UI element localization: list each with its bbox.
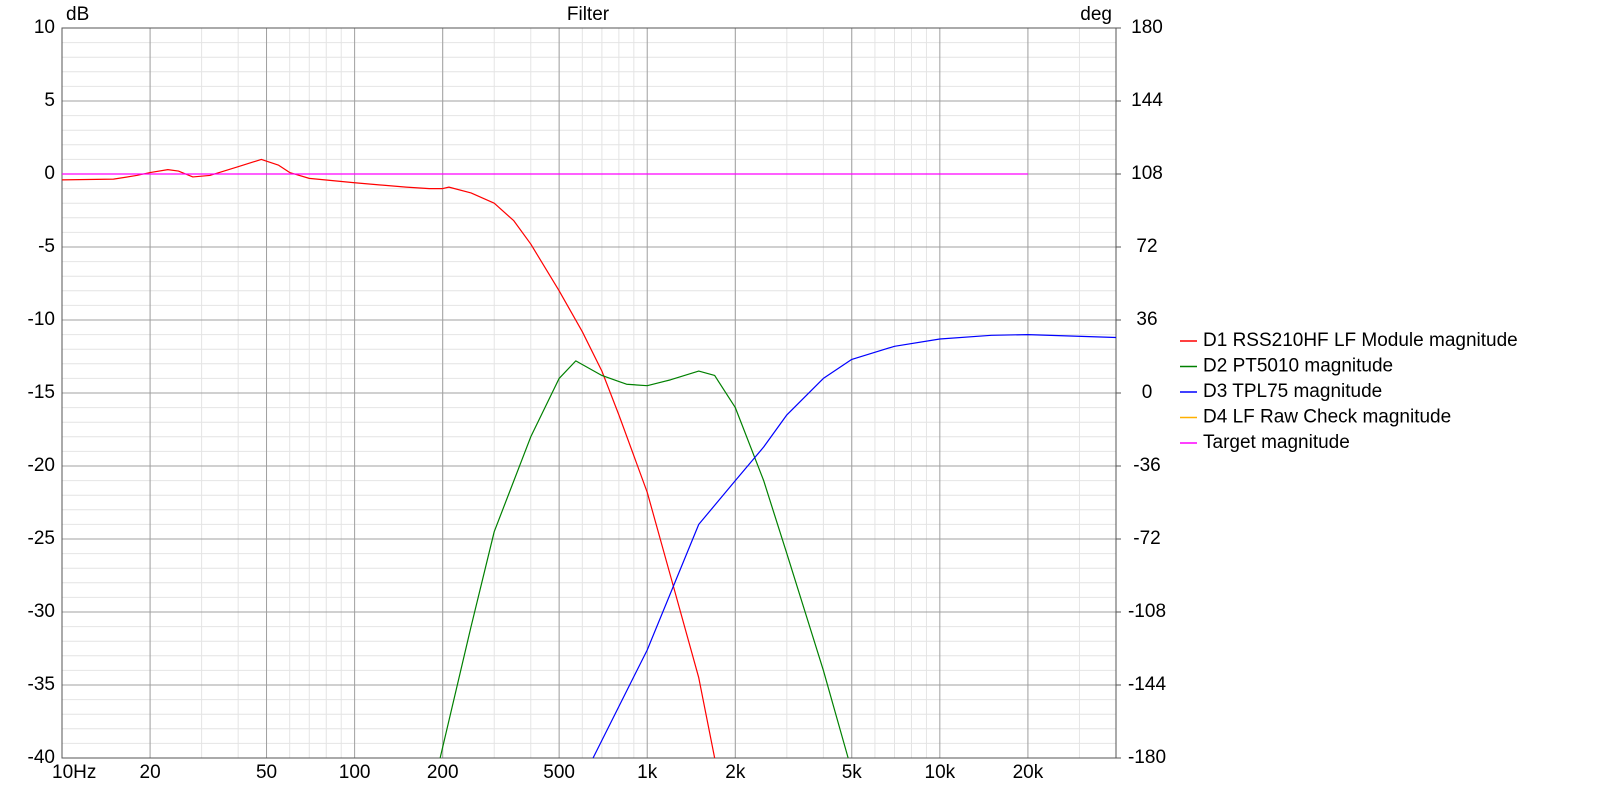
y-tick-label: -10 bbox=[28, 309, 55, 330]
y2-tick-label: -72 bbox=[1133, 528, 1160, 549]
y2-tick-label: 72 bbox=[1136, 236, 1157, 257]
x-tick-label: 20k bbox=[1013, 762, 1044, 783]
y2-tick-label: -144 bbox=[1128, 674, 1166, 695]
y2-tick-label: 0 bbox=[1142, 382, 1153, 403]
x-tick-label: 20 bbox=[140, 762, 161, 783]
y-tick-label: -5 bbox=[38, 236, 55, 257]
y-tick-label: -20 bbox=[28, 455, 55, 476]
y2-tick-label: -36 bbox=[1133, 455, 1160, 476]
y2-tick-label: 108 bbox=[1131, 163, 1163, 184]
series-line bbox=[61, 158, 716, 759]
y-tick-label: -40 bbox=[28, 747, 55, 768]
x-tick-label: 1k bbox=[637, 762, 658, 783]
plot-border bbox=[61, 27, 1117, 759]
y-tick-label: -30 bbox=[28, 601, 55, 622]
y-tick-label: -25 bbox=[28, 528, 55, 549]
y2-axis-label: deg bbox=[1080, 4, 1112, 25]
legend-label: D4 LF Raw Check magnitude bbox=[1203, 407, 1451, 428]
y2-tick-label: 180 bbox=[1131, 17, 1163, 38]
x-tick-label: 50 bbox=[256, 762, 277, 783]
y2-tick-label: 36 bbox=[1136, 309, 1157, 330]
x-tick-label: 10k bbox=[925, 762, 956, 783]
y-tick-label: 5 bbox=[44, 90, 55, 111]
y2-tick-label: -108 bbox=[1128, 601, 1166, 622]
series-line bbox=[439, 360, 849, 759]
y-tick-label: 10 bbox=[34, 17, 55, 38]
x-tick-label: 500 bbox=[543, 762, 575, 783]
y-axis-label: dB bbox=[66, 4, 89, 25]
y-tick-label: -35 bbox=[28, 674, 55, 695]
x-tick-label: 200 bbox=[427, 762, 459, 783]
y2-tick-label: 144 bbox=[1131, 90, 1163, 111]
legend-label: D1 RSS210HF LF Module magnitude bbox=[1203, 330, 1518, 351]
legend-label: D3 TPL75 magnitude bbox=[1203, 381, 1382, 402]
y2-tick-label: -180 bbox=[1128, 747, 1166, 768]
x-tick-label: 100 bbox=[339, 762, 371, 783]
legend-label: D2 PT5010 magnitude bbox=[1203, 356, 1393, 377]
chart-title: Filter bbox=[567, 4, 610, 25]
y-tick-label: 0 bbox=[44, 163, 55, 184]
x-tick-label: 10Hz bbox=[52, 762, 96, 783]
x-tick-label: 5k bbox=[842, 762, 863, 783]
legend-label: Target magnitude bbox=[1203, 432, 1350, 453]
x-tick-label: 2k bbox=[725, 762, 746, 783]
y-tick-label: -15 bbox=[28, 382, 55, 403]
series-line bbox=[592, 334, 1117, 759]
